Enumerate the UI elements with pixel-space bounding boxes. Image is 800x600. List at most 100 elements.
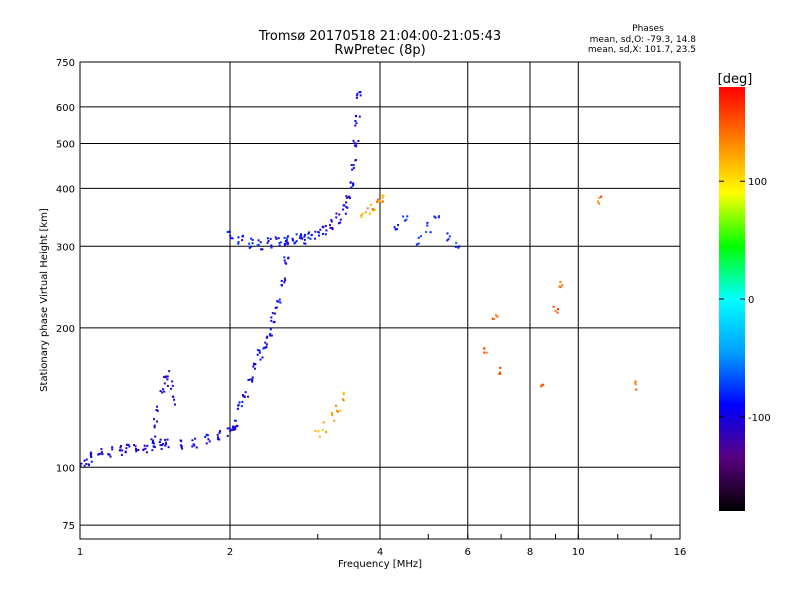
- data-point: [634, 380, 637, 383]
- data-point: [352, 183, 355, 186]
- data-point: [357, 139, 360, 142]
- data-point: [193, 444, 196, 447]
- data-point: [83, 464, 86, 467]
- data-point: [135, 450, 138, 453]
- data-point: [192, 443, 195, 446]
- data-point: [286, 243, 289, 246]
- colorbar-ticks: 100 0 -100: [719, 177, 771, 424]
- data-point: [143, 444, 146, 447]
- data-point: [216, 433, 219, 436]
- data-point: [137, 448, 140, 451]
- data-point: [299, 236, 302, 239]
- data-point: [417, 236, 420, 239]
- colorbar-label: [deg]: [718, 72, 753, 87]
- data-point: [274, 236, 277, 239]
- data-point: [163, 390, 166, 393]
- x-axis-ticks: 1 2 4 6 8 10 16: [77, 534, 687, 558]
- data-point: [353, 142, 356, 145]
- data-point: [262, 347, 265, 350]
- data-point: [247, 395, 250, 398]
- data-point: [378, 199, 381, 202]
- data-point: [279, 241, 282, 244]
- data-point: [256, 244, 259, 247]
- data-point: [271, 312, 274, 315]
- data-point: [417, 242, 420, 245]
- data-point: [303, 233, 306, 236]
- data-point: [252, 365, 255, 368]
- data-point: [558, 285, 561, 288]
- data-point: [280, 279, 283, 282]
- data-point: [119, 446, 122, 449]
- data-point: [355, 122, 358, 125]
- y-tick-label: 600: [56, 103, 75, 114]
- data-point: [266, 241, 269, 244]
- data-point: [208, 440, 211, 443]
- data-point: [216, 438, 219, 441]
- chart-title: Tromsø 20170518 21:04:00-21:05:43: [258, 29, 501, 44]
- data-point: [355, 94, 358, 97]
- data-point: [228, 427, 231, 430]
- data-point: [285, 238, 288, 241]
- data-point: [303, 235, 306, 238]
- data-point: [330, 219, 333, 222]
- data-point: [354, 120, 357, 123]
- data-point: [251, 242, 254, 245]
- data-point: [360, 214, 363, 217]
- data-point: [596, 200, 599, 203]
- data-point: [339, 221, 342, 224]
- data-point: [404, 219, 407, 222]
- data-point: [376, 198, 379, 201]
- data-point: [153, 424, 156, 427]
- x-tick-label: 6: [465, 547, 471, 558]
- data-point: [151, 449, 154, 452]
- data-point: [237, 404, 240, 407]
- data-point: [295, 233, 298, 236]
- data-point: [256, 349, 259, 352]
- data-point: [498, 371, 501, 374]
- data-point: [335, 212, 338, 215]
- data-point: [159, 444, 162, 447]
- data-point: [425, 231, 428, 234]
- data-point: [328, 224, 331, 227]
- data-point: [554, 309, 557, 312]
- data-point: [556, 308, 559, 311]
- data-point: [437, 216, 440, 219]
- data-point: [324, 225, 327, 228]
- data-point: [540, 385, 543, 388]
- data-point: [270, 334, 273, 337]
- data-point: [299, 235, 302, 238]
- data-point: [275, 237, 278, 240]
- data-point: [146, 444, 149, 447]
- data-point: [448, 235, 451, 238]
- data-point: [358, 115, 361, 118]
- data-point: [120, 444, 123, 447]
- data-point: [371, 209, 374, 212]
- data-point: [164, 375, 167, 378]
- x-tick-label: 1: [77, 547, 83, 558]
- data-point: [348, 197, 351, 200]
- data-point: [325, 430, 328, 433]
- data-point: [278, 244, 281, 247]
- data-point: [241, 235, 244, 238]
- data-point: [164, 438, 167, 441]
- data-point: [330, 220, 333, 223]
- data-point: [303, 242, 306, 245]
- data-point: [151, 441, 154, 444]
- data-point: [382, 194, 385, 197]
- data-point: [394, 228, 397, 231]
- data-point: [163, 382, 166, 385]
- data-point: [242, 395, 245, 398]
- data-point: [457, 246, 460, 249]
- data-point: [156, 420, 159, 423]
- data-point: [99, 452, 102, 455]
- data-point: [257, 239, 260, 242]
- data-point: [325, 229, 328, 232]
- data-point: [270, 244, 273, 247]
- data-point: [133, 444, 136, 447]
- data-point: [244, 391, 247, 394]
- x-tick-label: 16: [674, 547, 687, 558]
- data-point: [437, 215, 440, 218]
- data-point: [150, 438, 153, 441]
- data-point: [352, 164, 355, 167]
